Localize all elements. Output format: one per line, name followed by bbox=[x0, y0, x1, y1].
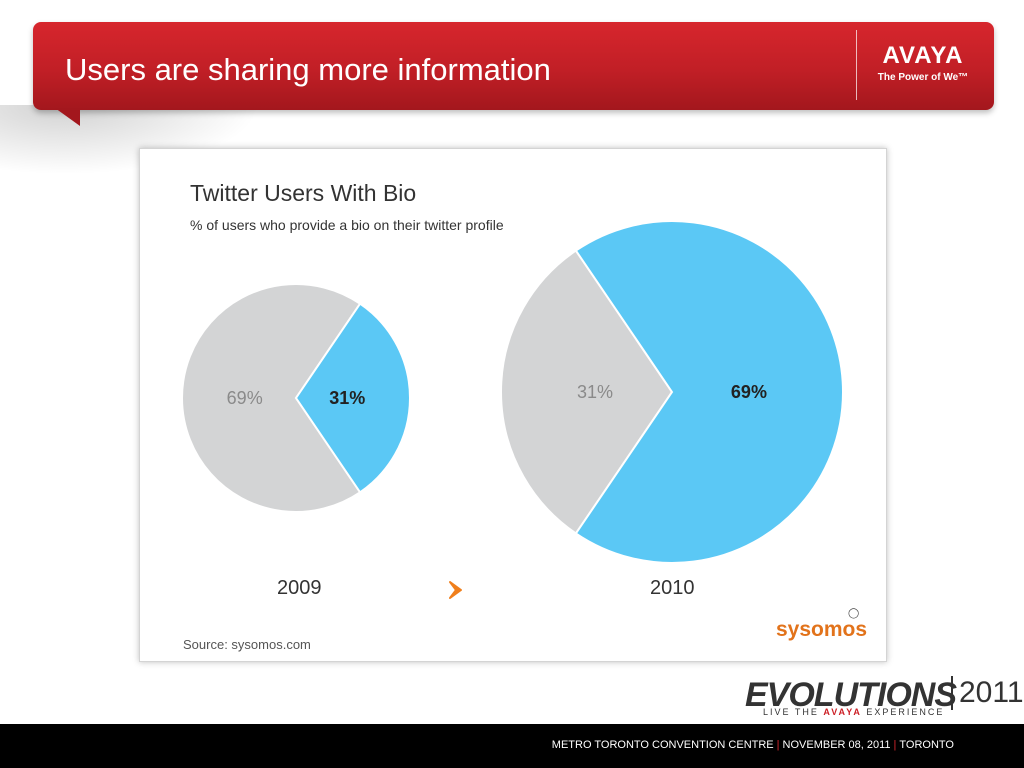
year-label-2009: 2009 bbox=[277, 577, 322, 599]
pie-2009-label-0: 69% bbox=[227, 388, 263, 408]
pie-2010-slice-0 bbox=[500, 249, 674, 535]
evo-tag-prefix: LIVE THE bbox=[763, 707, 824, 717]
evo-tag-suffix: EXPERIENCE bbox=[861, 707, 945, 717]
sysomos-logo: sysomos bbox=[776, 618, 868, 641]
avaya-logo: AVAYA The Power of We™ bbox=[868, 42, 978, 83]
footer-text: METRO TORONTO CONVENTION CENTRE | NOVEMBER… bbox=[552, 739, 954, 751]
evolutions-logo: EVOLUTIONS 2011 LIVE THE AVAYA EXPERIENC… bbox=[745, 676, 1024, 717]
avaya-tagline: The Power of We™ bbox=[877, 72, 969, 83]
evolutions-tagline: LIVE THE AVAYA EXPERIENCE bbox=[763, 707, 944, 717]
evo-tag-brand: AVAYA bbox=[823, 707, 862, 717]
pie-2010-slice-1 bbox=[574, 220, 844, 564]
footer-date: NOVEMBER 08, 2011 bbox=[782, 739, 891, 751]
slide-title: Users are sharing more information bbox=[65, 52, 551, 87]
chart-source: Source: sysomos.com bbox=[183, 637, 311, 652]
chevron-right-icon bbox=[449, 581, 462, 599]
pie-2010-label-0: 31% bbox=[577, 382, 613, 402]
pie-2009-label-1: 31% bbox=[329, 388, 365, 408]
banner-divider bbox=[856, 30, 857, 100]
year-label-2010: 2010 bbox=[650, 577, 695, 599]
footer-bar: METRO TORONTO CONVENTION CENTRE | NOVEMBER… bbox=[0, 724, 1024, 768]
footer-separator: | bbox=[893, 739, 897, 751]
sysomos-bubble-icon: ◯ bbox=[848, 608, 860, 619]
chart-title: Twitter Users With Bio bbox=[190, 180, 417, 206]
chart-subtitle: % of users who provide a bio on their tw… bbox=[190, 217, 504, 233]
footer-venue: METRO TORONTO CONVENTION CENTRE bbox=[551, 739, 774, 751]
footer-separator: | bbox=[776, 739, 780, 751]
evolutions-word: EVOLUTIONS bbox=[745, 676, 957, 714]
pie-2009-slice-0 bbox=[181, 283, 362, 513]
title-banner bbox=[33, 22, 994, 110]
evolutions-year: 2011 bbox=[951, 676, 1024, 710]
banner-tail bbox=[55, 108, 80, 126]
avaya-logo-word: AVAYA bbox=[882, 42, 964, 69]
pie-2009-slice-1 bbox=[294, 302, 411, 494]
pie-2010-label-1: 69% bbox=[731, 382, 767, 402]
footer-city: TORONTO bbox=[899, 739, 954, 751]
